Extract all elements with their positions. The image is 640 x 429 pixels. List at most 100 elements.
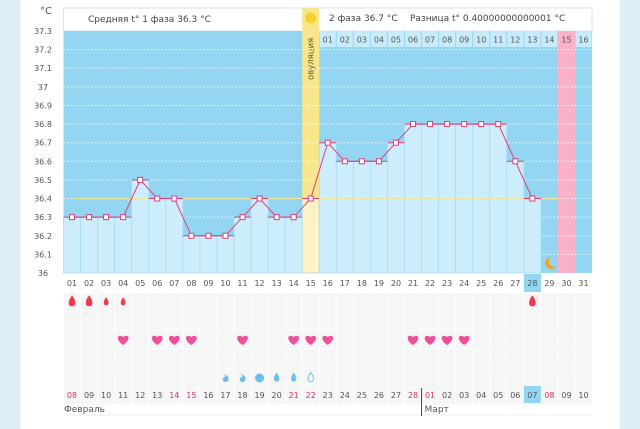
calendar-date-label[interactable]: 27: [391, 391, 401, 400]
calendar-date-label[interactable]: 26: [374, 391, 384, 400]
symbol-cell[interactable]: [64, 311, 81, 330]
symbol-cell[interactable]: [541, 293, 558, 312]
symbol-cell[interactable]: [456, 368, 473, 387]
temperature-point[interactable]: [529, 195, 536, 202]
symbol-cell[interactable]: [490, 349, 507, 368]
symbol-cell[interactable]: [558, 349, 575, 368]
cycle-day-label[interactable]: 26: [493, 279, 503, 288]
symbol-cell[interactable]: [183, 368, 200, 387]
symbol-cell[interactable]: [575, 293, 592, 312]
symbol-cell[interactable]: [336, 311, 353, 330]
symbol-cell[interactable]: [268, 386, 285, 405]
symbol-cell[interactable]: [98, 311, 115, 330]
symbol-cell[interactable]: [149, 368, 166, 387]
symbol-cell[interactable]: [490, 330, 507, 349]
symbol-cell[interactable]: [507, 386, 524, 405]
symbol-cell[interactable]: [422, 311, 439, 330]
cycle-day-label[interactable]: 05: [135, 279, 145, 288]
symbol-cell[interactable]: [336, 349, 353, 368]
symbol-cell[interactable]: [473, 293, 490, 312]
symbol-cell[interactable]: [149, 311, 166, 330]
cycle-day-label[interactable]: 17: [340, 279, 350, 288]
calendar-date-label[interactable]: 07: [527, 391, 537, 400]
calendar-date-label[interactable]: 03: [459, 391, 469, 400]
temperature-point[interactable]: [222, 232, 229, 239]
symbol-cell[interactable]: [81, 330, 98, 349]
temperature-point[interactable]: [324, 139, 331, 146]
symbol-cell[interactable]: [541, 349, 558, 368]
symbol-cell[interactable]: [575, 330, 592, 349]
symbol-cell[interactable]: [439, 311, 456, 330]
temperature-point[interactable]: [307, 195, 314, 202]
symbol-cell[interactable]: [473, 386, 490, 405]
symbol-cell[interactable]: [234, 349, 251, 368]
symbol-cell[interactable]: [251, 386, 268, 405]
symbol-cell[interactable]: [422, 386, 439, 405]
symbol-cell[interactable]: [575, 349, 592, 368]
cycle-day-label[interactable]: 11: [237, 279, 247, 288]
symbol-cell[interactable]: [336, 386, 353, 405]
symbol-cell[interactable]: [422, 368, 439, 387]
calendar-date-label[interactable]: 20: [272, 391, 282, 400]
temperature-point[interactable]: [410, 121, 417, 128]
calendar-date-label[interactable]: 18: [237, 391, 247, 400]
symbol-cell[interactable]: [405, 386, 422, 405]
symbol-cell[interactable]: [490, 311, 507, 330]
calendar-date-label[interactable]: 17: [220, 391, 230, 400]
symbol-cell[interactable]: [285, 386, 302, 405]
symbol-cell[interactable]: [490, 368, 507, 387]
symbol-cell[interactable]: [234, 293, 251, 312]
symbol-cell[interactable]: [473, 349, 490, 368]
symbol-cell[interactable]: [115, 349, 132, 368]
symbol-cell[interactable]: [507, 311, 524, 330]
calendar-date-label[interactable]: 21: [289, 391, 299, 400]
symbol-cell[interactable]: [370, 293, 387, 312]
symbol-cell[interactable]: [507, 330, 524, 349]
symbol-cell[interactable]: [353, 330, 370, 349]
symbol-cell[interactable]: [439, 386, 456, 405]
calendar-date-label[interactable]: 05: [493, 391, 503, 400]
temperature-point[interactable]: [154, 195, 161, 202]
calendar-date-label[interactable]: 09: [84, 391, 94, 400]
symbol-cell[interactable]: [132, 386, 149, 405]
symbol-cell[interactable]: [541, 311, 558, 330]
cycle-day-label[interactable]: 15: [306, 279, 316, 288]
temperature-point[interactable]: [461, 121, 468, 128]
symbol-cell[interactable]: [285, 293, 302, 312]
symbol-cell[interactable]: [166, 293, 183, 312]
symbol-cell[interactable]: [524, 311, 541, 330]
temperature-point[interactable]: [137, 176, 144, 183]
symbol-cell[interactable]: [370, 368, 387, 387]
cycle-day-label[interactable]: 21: [408, 279, 418, 288]
symbol-cell[interactable]: [456, 349, 473, 368]
calendar-date-label[interactable]: 24: [340, 391, 350, 400]
temperature-point[interactable]: [290, 214, 297, 221]
cycle-day-label[interactable]: 02: [84, 279, 94, 288]
cycle-day-label[interactable]: 29: [544, 279, 554, 288]
symbol-cell[interactable]: [405, 293, 422, 312]
calendar-date-label[interactable]: 12: [135, 391, 145, 400]
symbol-cell[interactable]: [558, 293, 575, 312]
symbol-cell[interactable]: [302, 386, 319, 405]
symbol-cell[interactable]: [217, 386, 234, 405]
symbol-cell[interactable]: [575, 368, 592, 387]
calendar-date-label[interactable]: 13: [152, 391, 162, 400]
temperature-point[interactable]: [86, 214, 93, 221]
symbol-cell[interactable]: [285, 311, 302, 330]
temperature-point[interactable]: [120, 214, 127, 221]
symbol-cell[interactable]: [473, 311, 490, 330]
symbol-cell[interactable]: [558, 386, 575, 405]
symbol-cell[interactable]: [268, 330, 285, 349]
symbol-cell[interactable]: [132, 311, 149, 330]
symbol-cell[interactable]: [439, 349, 456, 368]
symbol-cell[interactable]: [353, 386, 370, 405]
cycle-day-label[interactable]: 19: [374, 279, 384, 288]
cycle-day-label[interactable]: 14: [289, 279, 299, 288]
symbol-cell[interactable]: [302, 293, 319, 312]
symbol-cell[interactable]: [541, 330, 558, 349]
symbol-cell[interactable]: [81, 386, 98, 405]
calendar-date-label[interactable]: 25: [357, 391, 367, 400]
cycle-day-label[interactable]: 12: [254, 279, 264, 288]
temperature-point[interactable]: [205, 232, 212, 239]
symbol-cell[interactable]: [268, 311, 285, 330]
